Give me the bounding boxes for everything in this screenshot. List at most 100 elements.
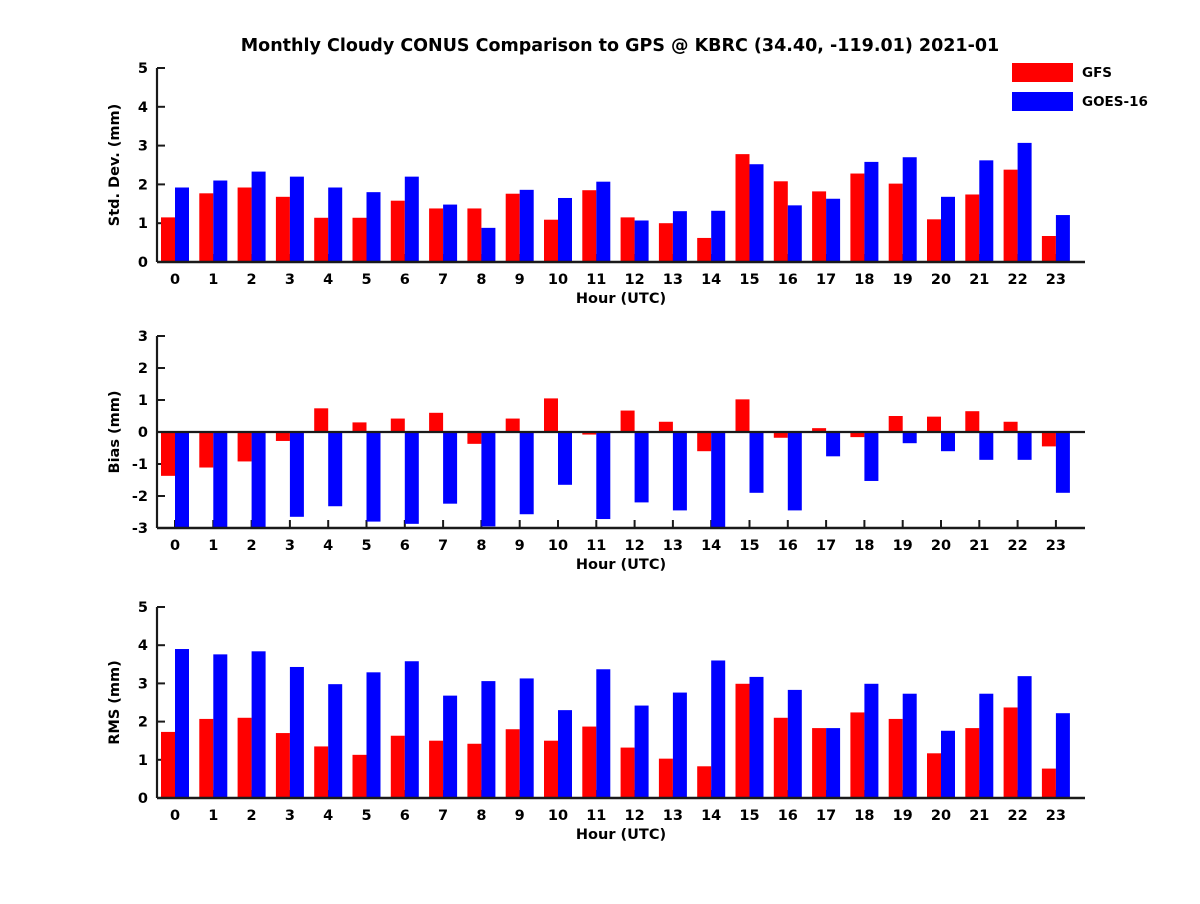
tick-label: 22 bbox=[1008, 808, 1028, 824]
tick-label: 5 bbox=[361, 272, 371, 288]
bar-goes16-h2 bbox=[251, 651, 266, 798]
bar-goes16-h12 bbox=[634, 705, 649, 798]
tick-label: 6 bbox=[400, 538, 410, 554]
bar-goes16-h7 bbox=[443, 432, 458, 504]
tick-label: 4 bbox=[323, 808, 333, 824]
bar-gfs-h2 bbox=[237, 432, 252, 462]
legend-label-goes16: GOES-16 bbox=[1082, 93, 1148, 110]
tick-label: 6 bbox=[400, 272, 410, 288]
bar-goes16-h9 bbox=[519, 432, 534, 515]
bar-gfs-h15 bbox=[735, 399, 750, 432]
tick-label: 4 bbox=[323, 272, 333, 288]
bar-gfs-h7 bbox=[429, 208, 444, 262]
bar-gfs-h22 bbox=[1003, 421, 1018, 432]
bar-gfs-h9 bbox=[505, 418, 520, 432]
tick-label: 4 bbox=[323, 538, 333, 554]
bar-gfs-h19 bbox=[888, 718, 903, 798]
x-axis-label: Hour (UTC) bbox=[576, 557, 666, 573]
bar-gfs-h23 bbox=[1041, 432, 1056, 447]
bar-gfs-h13 bbox=[658, 421, 673, 432]
bar-gfs-h0 bbox=[161, 432, 175, 476]
bar-gfs-h2 bbox=[237, 187, 252, 262]
bar-gfs-h21 bbox=[965, 728, 980, 798]
tick-label: 21 bbox=[969, 272, 989, 288]
tick-label: 2 bbox=[247, 808, 257, 824]
bar-gfs-h12 bbox=[620, 217, 635, 262]
bar-gfs-h8 bbox=[467, 432, 482, 444]
bar-gfs-h17 bbox=[812, 428, 827, 432]
tick-label: 2 bbox=[247, 538, 257, 554]
bar-goes16-h13 bbox=[672, 432, 687, 511]
bar-gfs-h10 bbox=[544, 398, 558, 432]
tick-label: 14 bbox=[701, 272, 721, 288]
tick-label: 11 bbox=[586, 538, 606, 554]
bar-gfs-h22 bbox=[1003, 707, 1018, 798]
bar-goes16-h3 bbox=[289, 666, 304, 798]
bar-goes16-h6 bbox=[404, 661, 419, 798]
bar-gfs-h11 bbox=[582, 432, 597, 435]
bar-gfs-h3 bbox=[275, 733, 290, 798]
tick-label: 14 bbox=[701, 538, 721, 554]
bar-gfs-h9 bbox=[505, 729, 520, 798]
bar-goes16-h2 bbox=[251, 432, 266, 528]
bar-goes16-h0 bbox=[175, 432, 189, 528]
bar-goes16-h5 bbox=[366, 192, 381, 262]
tick-label: 0 bbox=[138, 791, 148, 807]
bar-goes16-h23 bbox=[1055, 432, 1070, 493]
tick-label: 22 bbox=[1008, 272, 1028, 288]
tick-label: 0 bbox=[138, 425, 148, 441]
tick-label: 3 bbox=[138, 329, 148, 345]
tick-label: 15 bbox=[739, 808, 759, 824]
bar-goes16-h9 bbox=[519, 678, 534, 798]
tick-label: 1 bbox=[138, 216, 148, 232]
bar-gfs-h4 bbox=[314, 408, 329, 432]
bar-goes16-h10 bbox=[558, 432, 572, 485]
bar-gfs-h20 bbox=[927, 219, 941, 262]
legend-swatch-gfs bbox=[1012, 63, 1073, 82]
tick-label: 5 bbox=[138, 61, 148, 77]
bar-goes16-h18 bbox=[864, 683, 879, 798]
bar-gfs-h21 bbox=[965, 194, 980, 262]
bar-goes16-h23 bbox=[1055, 713, 1070, 798]
bar-goes16-h16 bbox=[787, 205, 802, 262]
bar-gfs-h12 bbox=[620, 747, 635, 798]
bar-gfs-h22 bbox=[1003, 169, 1018, 262]
bar-gfs-h1 bbox=[199, 432, 214, 468]
tick-label: 21 bbox=[969, 538, 989, 554]
bar-gfs-h16 bbox=[773, 181, 788, 262]
legend-label-gfs: GFS bbox=[1082, 64, 1113, 81]
tick-label: 7 bbox=[438, 808, 448, 824]
bar-gfs-h20 bbox=[927, 753, 941, 798]
bar-gfs-h19 bbox=[888, 416, 903, 432]
tick-label: 0 bbox=[138, 255, 148, 271]
bar-goes16-h5 bbox=[366, 672, 381, 798]
tick-label: 8 bbox=[476, 808, 486, 824]
tick-label: 8 bbox=[476, 272, 486, 288]
bar-goes16-h20 bbox=[941, 730, 955, 798]
bar-goes16-h19 bbox=[902, 693, 917, 798]
tick-label: 18 bbox=[854, 272, 874, 288]
y-axis-label: RMS (mm) bbox=[107, 660, 123, 745]
bar-goes16-h3 bbox=[289, 176, 304, 262]
bar-gfs-h5 bbox=[352, 754, 367, 798]
bar-goes16-h19 bbox=[902, 432, 917, 444]
tick-label: 10 bbox=[548, 272, 568, 288]
bar-goes16-h14 bbox=[711, 660, 726, 798]
tick-label: 13 bbox=[663, 272, 683, 288]
bar-goes16-h18 bbox=[864, 432, 879, 481]
tick-label: 20 bbox=[931, 272, 951, 288]
tick-label: 10 bbox=[548, 538, 568, 554]
tick-label: 2 bbox=[247, 272, 257, 288]
tick-label: 18 bbox=[854, 808, 874, 824]
bar-goes16-h4 bbox=[328, 187, 343, 262]
bar-gfs-h23 bbox=[1041, 236, 1056, 262]
tick-label: 16 bbox=[778, 538, 798, 554]
bar-gfs-h8 bbox=[467, 208, 482, 262]
x-axis-label: Hour (UTC) bbox=[576, 291, 666, 307]
tick-label: 13 bbox=[663, 538, 683, 554]
tick-label: 20 bbox=[931, 808, 951, 824]
tick-label: 5 bbox=[361, 808, 371, 824]
tick-label: 23 bbox=[1046, 538, 1066, 554]
bar-goes16-h20 bbox=[941, 432, 955, 452]
bar-gfs-h3 bbox=[275, 196, 290, 262]
